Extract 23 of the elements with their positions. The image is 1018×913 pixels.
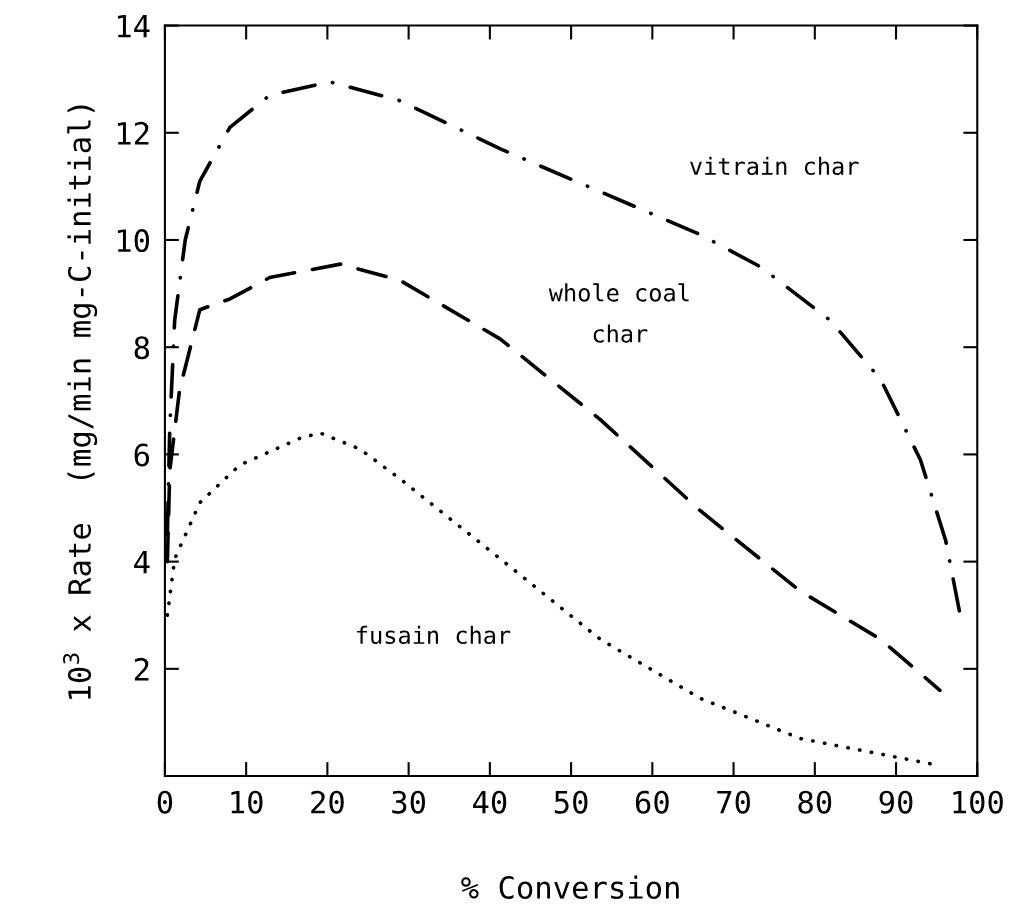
series-label: whole coal char xyxy=(548,283,689,343)
y-tick-label: 10 xyxy=(117,229,150,253)
x-axis-title: % Conversion xyxy=(461,875,679,900)
x-tick-label: 20 xyxy=(311,790,344,814)
x-tick-label: 60 xyxy=(635,790,669,814)
x-tick-label: 40 xyxy=(472,790,507,814)
x-tick-label: 100 xyxy=(953,790,1003,814)
x-tick-label: 90 xyxy=(879,790,913,814)
x-tick-label: 30 xyxy=(392,790,426,814)
y-tick-label: 12 xyxy=(117,121,149,145)
x-tick-label: 50 xyxy=(554,790,588,814)
x-tick-label: 10 xyxy=(231,790,263,814)
y-tick-label: 8 xyxy=(134,336,150,360)
y-tick-label: 2 xyxy=(134,657,149,681)
x-tick-label: 80 xyxy=(798,790,832,814)
text: vitrain char xyxy=(690,156,859,176)
y-tick-label: 6 xyxy=(134,443,150,467)
x-tick-label: 0 xyxy=(157,790,173,814)
series-label: fusain char xyxy=(357,625,511,645)
y-axis-title: 10$^{3}$ x Rate (mg/min mg-C-initial) xyxy=(63,105,98,699)
y-tick-label: 14 xyxy=(117,14,150,38)
x-tick-label: 70 xyxy=(717,790,750,814)
y-tick-label: 4 xyxy=(134,551,150,574)
